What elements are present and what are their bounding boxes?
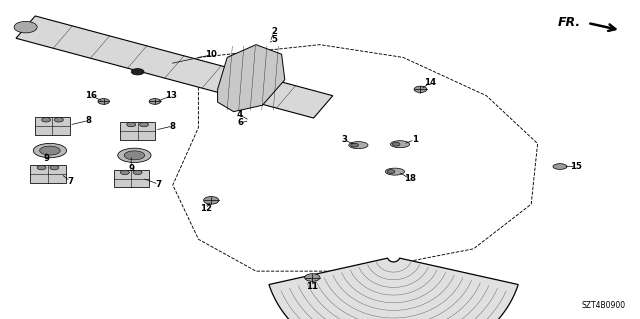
FancyBboxPatch shape	[31, 165, 66, 182]
Polygon shape	[218, 45, 285, 112]
FancyBboxPatch shape	[35, 117, 70, 135]
Ellipse shape	[553, 164, 567, 169]
Circle shape	[42, 118, 51, 122]
Text: 8: 8	[85, 116, 92, 125]
Circle shape	[14, 21, 37, 33]
Text: 4: 4	[237, 110, 243, 119]
Circle shape	[392, 142, 400, 146]
Polygon shape	[269, 258, 518, 319]
Circle shape	[387, 170, 395, 174]
FancyBboxPatch shape	[120, 122, 155, 140]
Text: 2: 2	[271, 27, 277, 36]
Text: 3: 3	[341, 135, 348, 144]
Text: 7: 7	[156, 180, 162, 189]
Circle shape	[140, 122, 148, 127]
Circle shape	[127, 122, 136, 127]
Text: 12: 12	[200, 204, 212, 213]
Text: 10: 10	[205, 50, 217, 59]
Text: 9: 9	[43, 154, 49, 163]
Ellipse shape	[124, 151, 145, 160]
Ellipse shape	[349, 142, 368, 149]
FancyBboxPatch shape	[114, 170, 148, 188]
Text: 13: 13	[166, 91, 177, 100]
Circle shape	[149, 99, 161, 104]
Circle shape	[305, 274, 320, 281]
Circle shape	[414, 86, 427, 93]
Circle shape	[50, 165, 59, 170]
Text: 14: 14	[424, 78, 436, 87]
Circle shape	[98, 99, 109, 104]
Circle shape	[351, 143, 358, 147]
Text: 7: 7	[67, 177, 74, 186]
Ellipse shape	[390, 141, 410, 148]
Circle shape	[120, 170, 129, 175]
Text: 5: 5	[271, 35, 277, 44]
Text: 9: 9	[128, 164, 134, 173]
Text: 11: 11	[307, 282, 318, 291]
Ellipse shape	[33, 143, 67, 158]
Circle shape	[54, 118, 63, 122]
Text: 18: 18	[404, 174, 415, 183]
Circle shape	[37, 165, 46, 170]
Text: 6: 6	[237, 118, 243, 127]
Text: 1: 1	[412, 135, 418, 144]
Text: 15: 15	[570, 162, 582, 171]
Polygon shape	[16, 16, 333, 118]
Text: FR.: FR.	[558, 16, 581, 29]
Ellipse shape	[385, 168, 404, 175]
Circle shape	[133, 170, 142, 175]
Text: 8: 8	[170, 122, 176, 130]
Text: SZT4B0900: SZT4B0900	[582, 301, 626, 310]
Ellipse shape	[118, 148, 151, 163]
Text: 16: 16	[85, 91, 97, 100]
Ellipse shape	[40, 146, 60, 155]
Circle shape	[204, 197, 219, 204]
Circle shape	[131, 69, 144, 75]
